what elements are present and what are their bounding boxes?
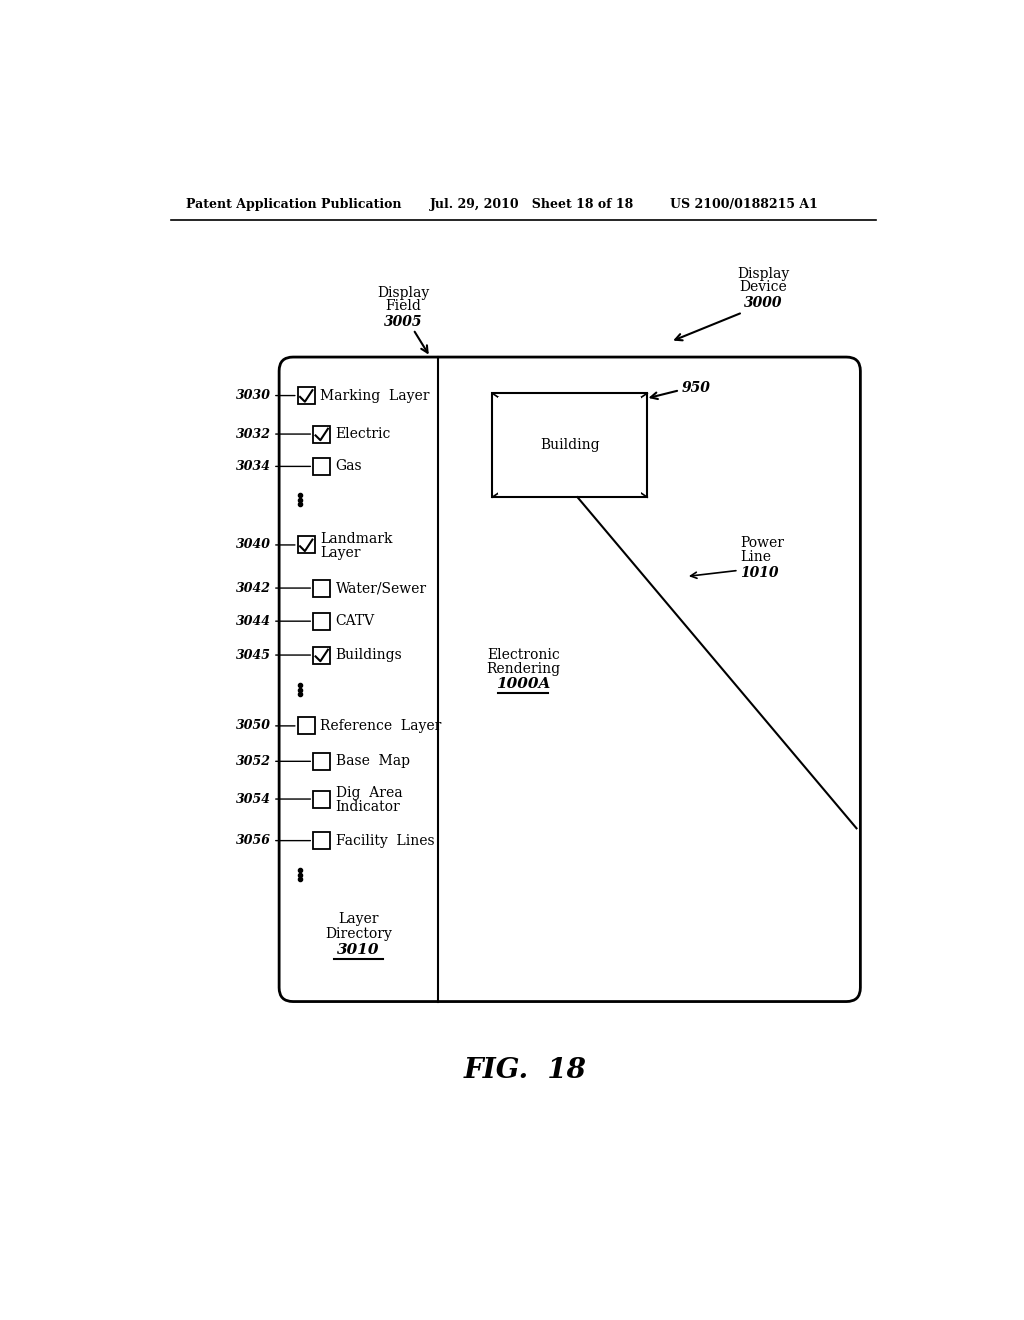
Text: Layer: Layer: [321, 545, 360, 560]
Text: Base  Map: Base Map: [336, 754, 410, 768]
Text: Dig  Area: Dig Area: [336, 785, 402, 800]
Text: Building: Building: [540, 438, 600, 453]
Text: Rendering: Rendering: [486, 661, 560, 676]
Text: 3040: 3040: [236, 539, 270, 552]
Text: Electronic: Electronic: [486, 648, 560, 663]
Text: 3054: 3054: [236, 792, 270, 805]
Text: 1010: 1010: [740, 566, 778, 579]
Text: Water/Sewer: Water/Sewer: [336, 581, 427, 595]
Text: Jul. 29, 2010   Sheet 18 of 18: Jul. 29, 2010 Sheet 18 of 18: [430, 198, 635, 211]
Text: 3000: 3000: [744, 296, 782, 310]
Text: 3032: 3032: [236, 428, 270, 441]
Bar: [313, 752, 331, 770]
Text: Indicator: Indicator: [336, 800, 400, 813]
Text: 3045: 3045: [236, 648, 270, 661]
Bar: [493, 393, 647, 498]
Text: 3010: 3010: [337, 942, 380, 957]
Text: Reference  Layer: Reference Layer: [321, 719, 441, 733]
Text: 1000A: 1000A: [496, 677, 551, 692]
Text: US 2100/0188215 A1: US 2100/0188215 A1: [671, 198, 818, 211]
Bar: [313, 579, 331, 597]
Bar: [313, 791, 331, 808]
Bar: [313, 425, 331, 442]
Bar: [298, 536, 314, 553]
Text: Gas: Gas: [336, 459, 362, 474]
Bar: [313, 647, 331, 664]
Text: Patent Application Publication: Patent Application Publication: [186, 198, 401, 211]
Text: 3050: 3050: [236, 719, 270, 733]
Text: Device: Device: [739, 280, 787, 294]
Text: Facility  Lines: Facility Lines: [336, 834, 434, 847]
Text: 3044: 3044: [236, 615, 270, 628]
Text: FIG.  18: FIG. 18: [464, 1057, 586, 1084]
FancyBboxPatch shape: [280, 358, 860, 1002]
Text: Display: Display: [377, 286, 429, 300]
Text: Display: Display: [737, 267, 790, 281]
Text: Field: Field: [385, 300, 421, 313]
Text: 950: 950: [682, 381, 711, 395]
Text: 3056: 3056: [236, 834, 270, 847]
Text: Directory: Directory: [326, 927, 392, 941]
Text: Landmark: Landmark: [321, 532, 392, 545]
Text: 3005: 3005: [384, 315, 422, 330]
Text: Power: Power: [740, 536, 784, 550]
Text: 3034: 3034: [236, 459, 270, 473]
Text: Electric: Electric: [336, 428, 391, 441]
Bar: [313, 612, 331, 630]
Bar: [313, 458, 331, 475]
Text: Layer: Layer: [338, 912, 379, 927]
Text: 3052: 3052: [236, 755, 270, 768]
Text: 3042: 3042: [236, 582, 270, 594]
Text: Line: Line: [740, 550, 771, 564]
Text: Marking  Layer: Marking Layer: [321, 388, 430, 403]
Bar: [313, 832, 331, 849]
Bar: [298, 387, 314, 404]
Text: CATV: CATV: [336, 614, 375, 628]
Text: Buildings: Buildings: [336, 648, 402, 663]
Text: 3030: 3030: [236, 389, 270, 403]
Bar: [298, 718, 314, 734]
